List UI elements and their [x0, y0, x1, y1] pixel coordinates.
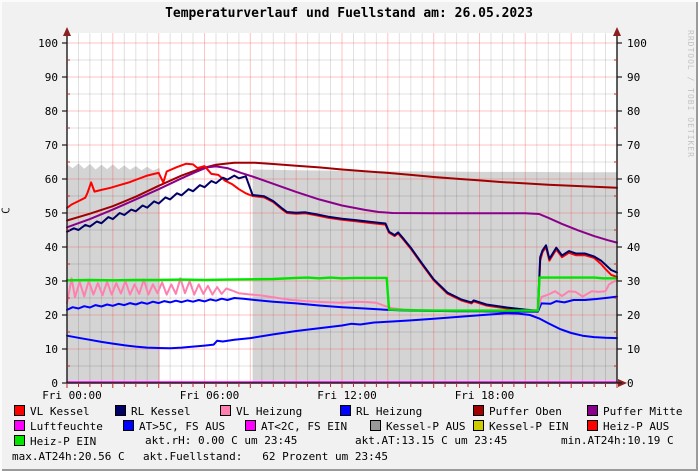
- legend-label: Puffer Mitte: [603, 405, 683, 418]
- rrdtool-watermark: RRDTOOL / TOBI OETIKER: [686, 30, 695, 158]
- legend-swatch: [115, 405, 126, 416]
- svg-text:90: 90: [45, 71, 58, 84]
- legend-item: Puffer Mitte: [587, 405, 682, 417]
- legend-item: VL Kessel: [14, 405, 90, 417]
- svg-text:Fri 00:00: Fri 00:00: [42, 389, 102, 402]
- legend-item: AT<2C, FS EIN: [245, 420, 347, 432]
- legend-item: RL Heizung: [340, 405, 422, 417]
- legend-label: AT<2C, FS EIN: [261, 420, 348, 433]
- legend-item: Heiz-P AUS: [587, 420, 669, 432]
- svg-text:10: 10: [45, 343, 58, 356]
- svg-text:Fri 06:00: Fri 06:00: [180, 389, 240, 402]
- legend-swatch: [473, 420, 484, 431]
- legend-item: Kessel-P AUS: [370, 420, 465, 432]
- legend-swatch: [587, 420, 598, 431]
- svg-text:40: 40: [45, 241, 58, 254]
- legend-label: VL Kessel: [30, 405, 90, 418]
- svg-text:30: 30: [45, 275, 58, 288]
- legend-item: RL Kessel: [115, 405, 191, 417]
- legend-item: Kessel-P EIN: [473, 420, 568, 432]
- svg-text:80: 80: [45, 105, 58, 118]
- legend-swatch: [14, 420, 25, 431]
- stat-text: akt.AT:13.15 C um 23:45: [355, 434, 508, 447]
- legend-swatch: [14, 405, 25, 416]
- legend-swatch: [245, 420, 256, 431]
- legend-label: Heiz-P AUS: [603, 420, 670, 433]
- svg-text:90: 90: [627, 71, 640, 84]
- legend-swatch: [473, 405, 484, 416]
- legend-label: Luftfeuchte: [30, 420, 103, 433]
- chart-title: Temperaturverlauf und Fuellstand am: 26.…: [165, 6, 533, 21]
- legend-swatch: [587, 405, 598, 416]
- svg-text:Fri 18:00: Fri 18:00: [455, 389, 515, 402]
- legend-label: VL Heizung: [236, 405, 303, 418]
- stat-text: min.AT24h:10.19 C: [561, 434, 674, 447]
- legend-swatch: [370, 420, 381, 431]
- svg-text:60: 60: [45, 173, 58, 186]
- legend-item: Luftfeuchte: [14, 420, 103, 432]
- svg-text:0: 0: [51, 377, 58, 390]
- svg-text:0: 0: [627, 377, 634, 390]
- legend-swatch: [123, 420, 134, 431]
- legend-label: RL Heizung: [356, 405, 423, 418]
- svg-text:20: 20: [45, 309, 58, 322]
- legend-item: Puffer Oben: [473, 405, 562, 417]
- legend-label: Puffer Oben: [489, 405, 562, 418]
- legend-swatch: [340, 405, 351, 416]
- svg-text:50: 50: [45, 207, 58, 220]
- legend-label: Kessel-P EIN: [489, 420, 569, 433]
- legend-label: RL Kessel: [131, 405, 191, 418]
- legend-item: Heiz-P EIN: [14, 435, 96, 447]
- svg-text:20: 20: [627, 309, 640, 322]
- legend-swatch: [14, 435, 25, 446]
- svg-text:10: 10: [627, 343, 640, 356]
- legend-item: VL Heizung: [220, 405, 302, 417]
- stat-text: akt.Fuellstand: 62 Prozent um 23:45: [143, 450, 389, 463]
- svg-text:100: 100: [627, 37, 647, 50]
- legend-item: AT>5C, FS AUS: [123, 420, 225, 432]
- svg-text:60: 60: [627, 173, 640, 186]
- svg-text:100: 100: [38, 37, 58, 50]
- svg-text:70: 70: [45, 139, 58, 152]
- svg-text:80: 80: [627, 105, 640, 118]
- svg-text:50: 50: [627, 207, 640, 220]
- legend-label: Kessel-P AUS: [386, 420, 466, 433]
- svg-text:30: 30: [627, 275, 640, 288]
- svg-text:40: 40: [627, 241, 640, 254]
- legend-swatch: [220, 405, 231, 416]
- svg-text:Fri 12:00: Fri 12:00: [317, 389, 377, 402]
- legend-label: Heiz-P EIN: [30, 435, 97, 448]
- stat-text: akt.rH: 0.00 C um 23:45: [145, 434, 298, 447]
- stat-text: max.AT24h:20.56 C: [12, 450, 125, 463]
- svg-text:70: 70: [627, 139, 640, 152]
- legend-label: AT>5C, FS AUS: [139, 420, 226, 433]
